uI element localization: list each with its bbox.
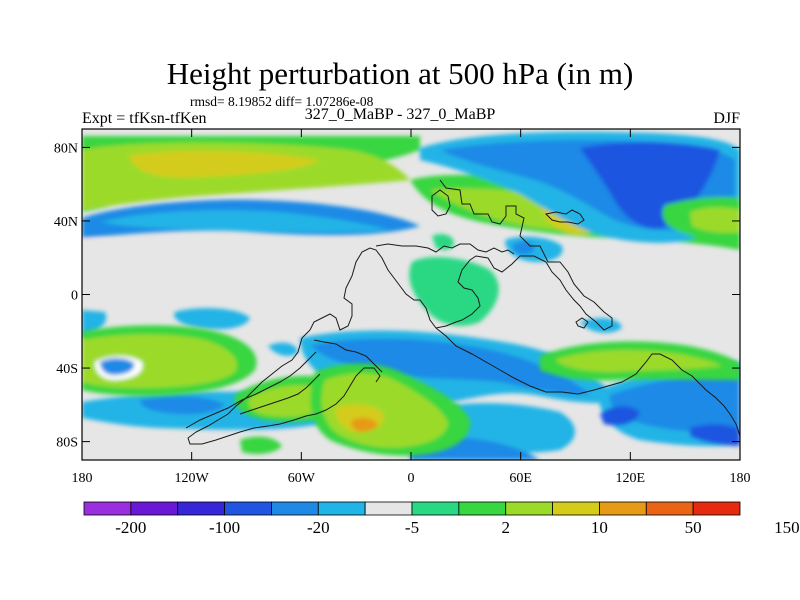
colorbar-swatch [364, 501, 413, 516]
colorbar-swatch [130, 501, 179, 516]
x-tick-label: 0 [408, 471, 415, 486]
x-ticks: 180 120W 60W 0 60E 120E 180 [72, 129, 751, 486]
y-ticks: 80N 40N 0 40S 80S [54, 141, 740, 451]
x-tick-label: 120W [175, 471, 210, 486]
north-field [82, 131, 740, 262]
colorbar [83, 501, 741, 516]
colorbar-label: -5 [405, 518, 419, 537]
stats-text: rmsd= 8.19852 diff= 1.07286e-08 [190, 94, 374, 109]
tropics-field [82, 234, 622, 356]
x-tick-label: 120E [616, 471, 646, 486]
period-label: 327_0_MaBP - 327_0_MaBP [304, 106, 496, 123]
map-area [82, 129, 740, 460]
colorbar-swatch [458, 501, 507, 516]
colorbar-swatch [177, 501, 225, 516]
colorbar-swatch [271, 501, 319, 516]
colorbar-label: 50 [685, 518, 702, 537]
x-tick-label: 60E [509, 471, 532, 486]
colorbar-label: 10 [591, 518, 608, 537]
x-tick-label: 180 [730, 471, 751, 486]
colorbar-swatch [552, 501, 600, 516]
coastline-europe [375, 243, 515, 255]
season-label: DJF [713, 110, 740, 127]
coastline-south-atlantic [435, 327, 740, 437]
y-tick-label: 40N [54, 215, 78, 230]
experiment-label: Expt = tfKsn-tfKen [82, 110, 207, 127]
coastline-peninsula [185, 351, 317, 429]
y-tick-label: 80S [56, 436, 78, 451]
coastlines [185, 179, 740, 445]
colorbar-label: 150 [774, 518, 800, 537]
colorbar-label: 2 [501, 518, 510, 537]
coastline-island [575, 317, 589, 329]
coastline-southern-coast [313, 339, 383, 373]
colorbar-swatch [83, 501, 132, 516]
y-tick-label: 40S [56, 362, 78, 377]
coastline-southwest [239, 373, 321, 415]
x-tick-label: 180 [72, 471, 93, 486]
coastline-eastern-ocean [544, 209, 585, 225]
colorbar-label: -100 [209, 518, 240, 537]
colorbar-labels: -200 -100 -20 -5 2 10 50 150 [115, 518, 799, 537]
colorbar-swatch [599, 501, 647, 516]
colorbar-swatch [505, 501, 553, 516]
colorbar-swatch [692, 501, 741, 516]
chart-title: Height perturbation at 500 hPa (in m) [166, 56, 634, 91]
south-green-field [82, 325, 740, 456]
coastline-northeast [431, 189, 451, 217]
colorbar-swatch [317, 501, 366, 516]
x-tick-label: 60W [288, 471, 316, 486]
colorbar-swatch [645, 501, 694, 516]
colorbar-label: -200 [115, 518, 146, 537]
y-tick-label: 80N [54, 141, 78, 156]
colorbar-swatch [411, 501, 460, 516]
y-tick-label: 0 [71, 289, 78, 304]
colorbar-label: -20 [307, 518, 330, 537]
coastline-americas [187, 179, 613, 445]
colorbar-swatch [224, 501, 272, 516]
